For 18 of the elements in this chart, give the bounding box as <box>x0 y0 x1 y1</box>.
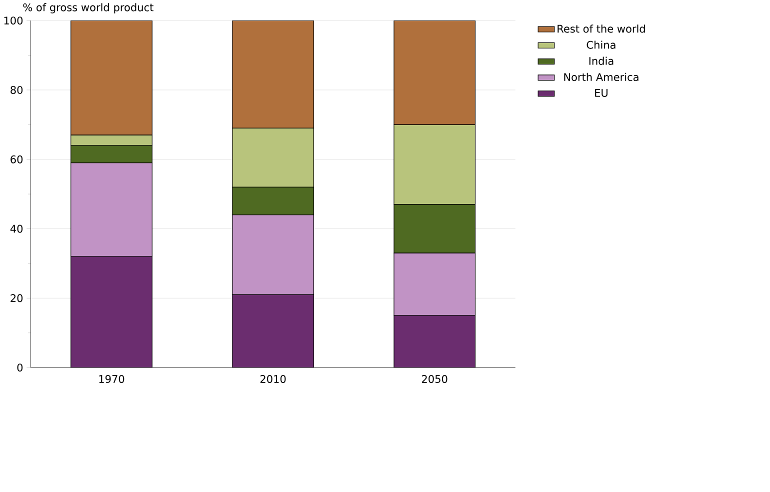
x-tick-label: 2050 <box>422 374 448 383</box>
y-tick-label: 20 <box>10 294 23 302</box>
text: EU <box>595 88 608 97</box>
bar <box>232 20 314 128</box>
y-tick-label: 100 <box>4 16 23 24</box>
y-tick-label: 80 <box>10 86 23 94</box>
bar <box>70 20 152 136</box>
text: India <box>589 56 614 65</box>
legend-label: North America <box>564 72 638 81</box>
bar <box>394 20 476 125</box>
y-tick-label: 0 <box>17 363 23 372</box>
y-tick-label: 60 <box>10 155 23 164</box>
text: China <box>586 40 616 49</box>
x-tick-label: 2010 <box>260 374 286 383</box>
y-tick-label: 40 <box>10 224 23 232</box>
y-axis-title: % of gross world product <box>23 2 154 14</box>
x-tick-label: 1970 <box>99 374 124 383</box>
legend-label: Rest of the world <box>558 24 645 32</box>
